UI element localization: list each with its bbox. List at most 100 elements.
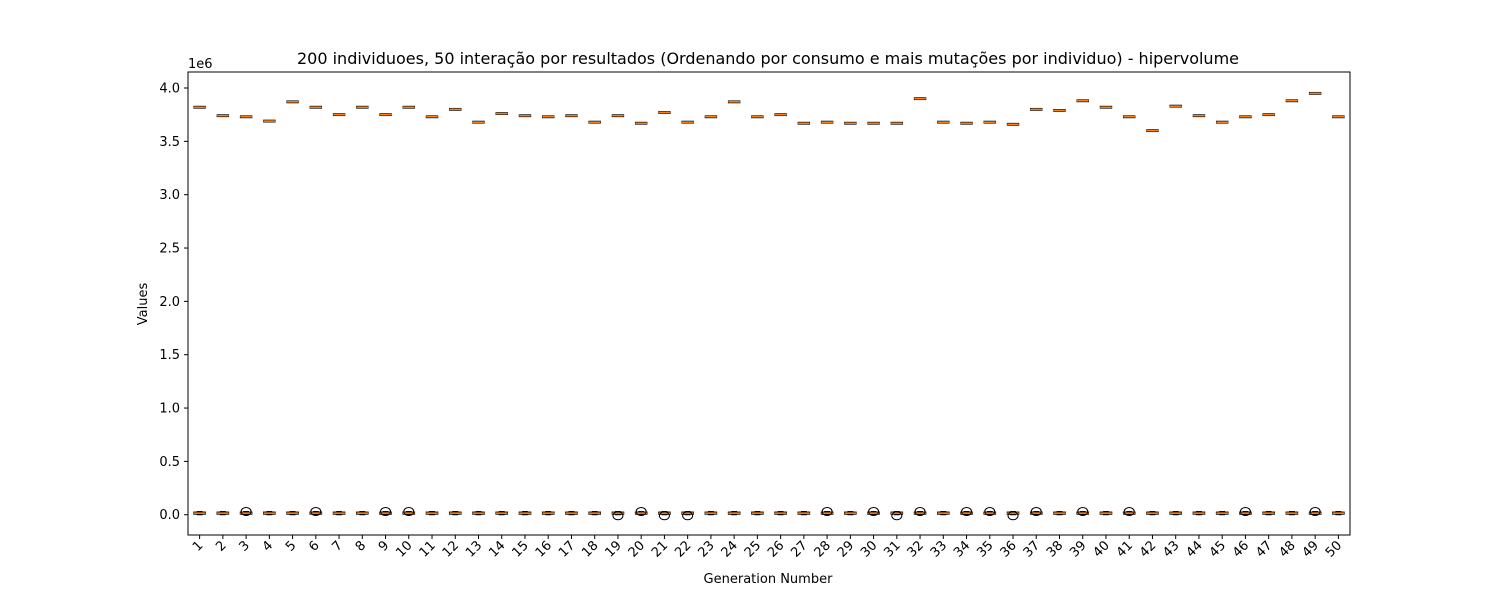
box-group <box>1146 129 1159 516</box>
box-group <box>448 107 462 516</box>
outlier-point <box>635 507 647 517</box>
x-tick-label: 35 <box>974 538 996 560</box>
y-tick-label: 2.5 <box>159 242 180 257</box>
x-tick-label: 31 <box>881 538 903 560</box>
x-tick-label: 46 <box>1230 538 1252 560</box>
x-tick-label: 12 <box>440 538 462 560</box>
box-group <box>936 120 950 516</box>
box-group <box>844 121 857 516</box>
box-group <box>611 114 625 521</box>
box-group <box>867 121 880 517</box>
x-tick-label: 11 <box>417 538 439 560</box>
x-tick-label: 39 <box>1067 538 1089 560</box>
outlier-point <box>612 511 624 521</box>
x-tick-label: 45 <box>1207 538 1229 560</box>
box-group <box>704 115 718 516</box>
box-group <box>727 100 741 516</box>
outlier-point <box>821 507 833 517</box>
x-tick-label: 24 <box>719 538 741 560</box>
plot-area <box>193 91 1345 521</box>
x-tick-label: 26 <box>765 538 787 560</box>
plot-frame <box>187 71 1351 536</box>
box-group <box>890 121 904 521</box>
x-tick-label: 7 <box>329 538 345 554</box>
box-group <box>565 114 578 516</box>
x-tick-label: 2 <box>213 538 229 554</box>
chart-title: 200 individuoes, 50 interação por result… <box>297 49 1239 68</box>
box-group <box>1169 104 1183 516</box>
x-tick-label: 49 <box>1300 538 1322 560</box>
box-group <box>286 100 299 516</box>
y-tick-label: 3.0 <box>159 188 180 203</box>
box-group <box>495 112 509 516</box>
x-tick-label: 3 <box>236 538 252 554</box>
y-tick-label: 0.0 <box>159 508 180 523</box>
x-tick-label: 10 <box>393 538 415 560</box>
box-group <box>332 113 346 516</box>
box-group <box>681 120 694 521</box>
box-group <box>425 115 439 516</box>
y-tick-label: 3.5 <box>159 135 180 150</box>
box-group <box>774 113 787 516</box>
box-group <box>1215 120 1229 516</box>
outlier-point <box>403 507 415 517</box>
x-tick-label: 20 <box>626 538 648 560</box>
box-group <box>1099 105 1113 516</box>
x-tick-label: 16 <box>533 538 555 560</box>
x-tick-label: 38 <box>1044 538 1066 560</box>
outlier-point <box>1030 507 1042 517</box>
outlier-point <box>240 507 252 517</box>
outlier-point <box>682 511 694 521</box>
x-tick-label: 22 <box>672 538 694 560</box>
outlier-point <box>1077 507 1089 517</box>
x-tick-label: 13 <box>463 538 485 560</box>
x-tick-label: 32 <box>905 538 927 560</box>
x-tick-label: 23 <box>695 538 717 560</box>
outlier-point <box>914 507 926 517</box>
y-tick-label: 2.0 <box>159 295 180 310</box>
outlier-point <box>891 511 903 521</box>
box-group <box>263 119 276 516</box>
outlier-point <box>1123 507 1135 517</box>
box-group <box>1029 107 1043 517</box>
box-group <box>239 115 253 517</box>
x-tick-label: 1 <box>190 538 206 554</box>
x-tick-label: 21 <box>649 538 671 560</box>
box-group <box>751 115 764 516</box>
y-tick-label: 0.5 <box>159 455 180 470</box>
outlier-point <box>1007 511 1019 521</box>
box-group <box>1006 122 1020 521</box>
x-tick-label: 8 <box>353 538 369 554</box>
x-tick-label: 9 <box>376 538 392 554</box>
box-group <box>216 114 230 516</box>
box-group <box>1122 115 1136 517</box>
box-group <box>402 105 416 517</box>
box-group <box>1192 114 1206 516</box>
x-tick-label: 43 <box>1160 538 1182 560</box>
x-tick-label: 14 <box>486 538 508 560</box>
box-group <box>355 105 369 516</box>
x-tick-label: 15 <box>510 538 532 560</box>
x-tick-label: 42 <box>1137 538 1159 560</box>
x-tick-label: 18 <box>579 538 601 560</box>
y-axis-label: Values <box>136 283 151 326</box>
box-group <box>541 115 555 516</box>
x-tick-label: 34 <box>951 538 973 560</box>
y-axis-scale-label: 1e6 <box>188 57 213 72</box>
box-group <box>472 120 485 516</box>
outlier-point <box>310 507 322 517</box>
x-tick-label: 33 <box>928 538 950 560</box>
box-group <box>1308 91 1322 517</box>
outlier-point <box>1239 507 1251 517</box>
box-group <box>379 113 392 517</box>
x-tick-label: 28 <box>812 538 834 560</box>
x-tick-label: 44 <box>1183 538 1205 560</box>
box-group <box>1285 99 1299 516</box>
box-group <box>1332 115 1345 516</box>
x-tick-label: 29 <box>835 538 857 560</box>
x-tick-label: 50 <box>1323 538 1345 560</box>
outlier-point <box>658 511 670 521</box>
x-tick-label: 37 <box>1021 538 1043 560</box>
outlier-point <box>380 507 392 517</box>
